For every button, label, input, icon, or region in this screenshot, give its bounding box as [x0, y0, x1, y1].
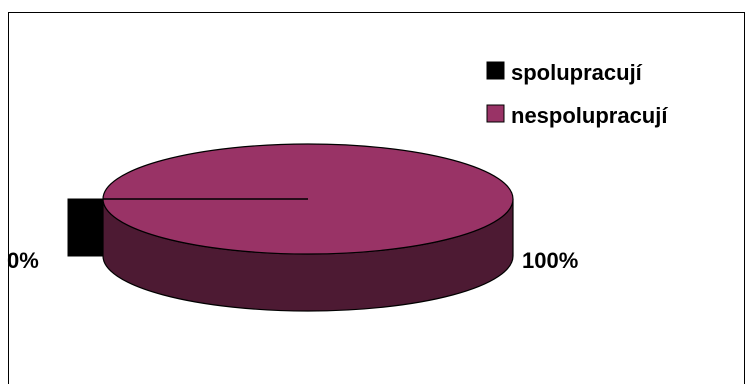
legend: spolupracují nespolupracují — [486, 60, 668, 128]
data-label-spolupracuji: 0% — [7, 248, 39, 273]
pie-plot-area — [67, 143, 514, 312]
data-label-nespolupracuji: 100% — [522, 248, 578, 273]
legend-label-nespolupracuji: nespolupracují — [511, 103, 668, 128]
legend-swatch-spolupracuji — [486, 61, 505, 80]
chart-frame — [8, 12, 745, 384]
legend-label-spolupracuji: spolupracují — [511, 60, 643, 85]
pie-slice-spolupracuji — [67, 198, 104, 257]
legend-swatch-nespolupracuji — [486, 104, 505, 123]
